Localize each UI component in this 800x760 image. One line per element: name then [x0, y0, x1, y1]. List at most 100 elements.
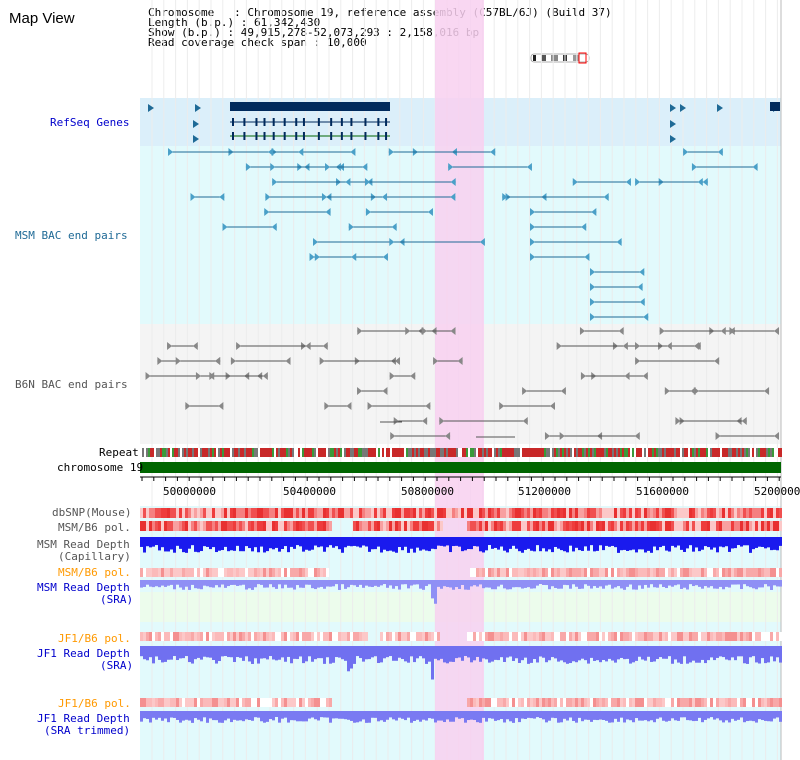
depth-bar: [491, 537, 494, 549]
depth-bar: [197, 580, 200, 589]
depth-bar: [437, 646, 440, 661]
polymorphism-cell: [533, 698, 536, 707]
depth-bar: [491, 646, 494, 662]
depth-bar: [284, 580, 287, 585]
depth-bar: [716, 646, 719, 658]
repeat-segment: [554, 448, 556, 457]
depth-bar: [494, 580, 497, 590]
repeat-segment: [204, 448, 206, 457]
polymorphism-cell: [221, 632, 224, 641]
polymorphism-cell: [425, 632, 428, 641]
repeat-segment: [382, 448, 384, 457]
bac-end-arrow-icon: [635, 342, 641, 350]
repeat-segment: [346, 448, 348, 457]
polymorphism-cell: [209, 521, 212, 531]
polymorphism-cell: [233, 698, 236, 707]
polymorphism-cell: [500, 568, 503, 577]
polymorphism-cell: [209, 568, 212, 577]
depth-bar: [176, 580, 179, 585]
polymorphism-cell: [473, 632, 476, 641]
polymorphism-cell: [299, 508, 302, 518]
depth-bar: [452, 537, 455, 547]
polymorphism-cell: [581, 508, 584, 518]
repeat-segment: [486, 448, 488, 457]
polymorphism-cell: [251, 568, 254, 577]
polymorphism-cell: [224, 568, 227, 577]
polymorphism-cell: [608, 508, 611, 518]
repeat-segment: [312, 448, 314, 457]
depth-bar: [206, 580, 209, 587]
polymorphism-cell: [665, 632, 668, 641]
polymorphism-cell: [404, 521, 407, 531]
repeat-segment: [434, 448, 436, 457]
polymorphism-cell: [521, 568, 524, 577]
bac-end-arrow-icon: [350, 148, 356, 156]
depth-bar: [389, 711, 392, 718]
polymorphism-cell: [542, 508, 545, 518]
polymorphism-cell: [617, 568, 620, 577]
depth-bar: [143, 646, 146, 660]
depth-bar: [359, 537, 362, 548]
depth-bar: [557, 646, 560, 662]
polymorphism-cell: [215, 698, 218, 707]
polymorphism-cell: [533, 521, 536, 531]
repeat-segment: [192, 448, 194, 457]
depth-bar: [284, 537, 287, 547]
depth-bar: [332, 580, 335, 587]
repeat-segment: [566, 448, 568, 457]
polymorphism-cell: [497, 632, 500, 641]
polymorphism-cell: [647, 698, 650, 707]
repeat-segment: [400, 448, 402, 457]
depth-bar: [608, 537, 611, 547]
repeat-segment: [266, 448, 268, 457]
bac-end-arrow-icon: [382, 387, 388, 395]
bac-end-arrow-icon: [219, 193, 225, 201]
depth-bar: [185, 711, 188, 720]
polymorphism-cell: [686, 632, 689, 641]
depth-bar: [755, 537, 758, 548]
repeat-segment: [732, 448, 734, 457]
depth-bar: [221, 646, 224, 657]
bac-end-arrow-icon: [265, 193, 271, 201]
polymorphism-cell: [413, 508, 416, 518]
repeat-segment: [590, 448, 592, 457]
depth-bar: [593, 646, 596, 661]
polymorphism-cell: [275, 568, 278, 577]
bac-end-arrow-icon: [325, 208, 331, 216]
repeat-segment: [740, 448, 742, 457]
polymorphism-cell: [752, 521, 755, 531]
exon: [272, 132, 275, 140]
depth-bar: [659, 580, 662, 585]
bac-end-arrow-icon: [272, 178, 278, 186]
depth-bar: [488, 646, 491, 663]
polymorphism-cell: [650, 698, 653, 707]
depth-bar: [467, 646, 470, 658]
depth-bar: [278, 646, 281, 660]
polymorphism-cell: [518, 521, 521, 531]
polymorphism-cell: [488, 508, 491, 518]
repeat-segment: [212, 448, 214, 457]
repeat-segment: [674, 448, 676, 457]
depth-bar: [344, 537, 347, 548]
polymorphism-cell: [251, 508, 254, 518]
depth-bar: [488, 711, 491, 719]
polymorphism-cell: [386, 632, 389, 641]
bac-end-arrow-icon: [774, 327, 779, 335]
depth-bar: [665, 646, 668, 659]
polymorphism-cell: [296, 698, 299, 707]
polymorphism-cell: [221, 508, 224, 518]
polymorphism-cell: [707, 698, 710, 707]
depth-bar: [299, 580, 302, 588]
polymorphism-cell: [626, 568, 629, 577]
depth-bar: [212, 711, 215, 721]
depth-bar: [536, 537, 539, 546]
depth-bar: [713, 646, 716, 661]
depth-bar: [203, 646, 206, 657]
label-jf1-sra: (SRA): [100, 659, 134, 672]
polymorphism-cell: [653, 521, 656, 531]
polymorphism-cell: [515, 632, 518, 641]
polymorphism-cell: [248, 521, 251, 531]
bac-end-arrow-icon: [382, 193, 388, 201]
depth-bar: [461, 537, 464, 552]
